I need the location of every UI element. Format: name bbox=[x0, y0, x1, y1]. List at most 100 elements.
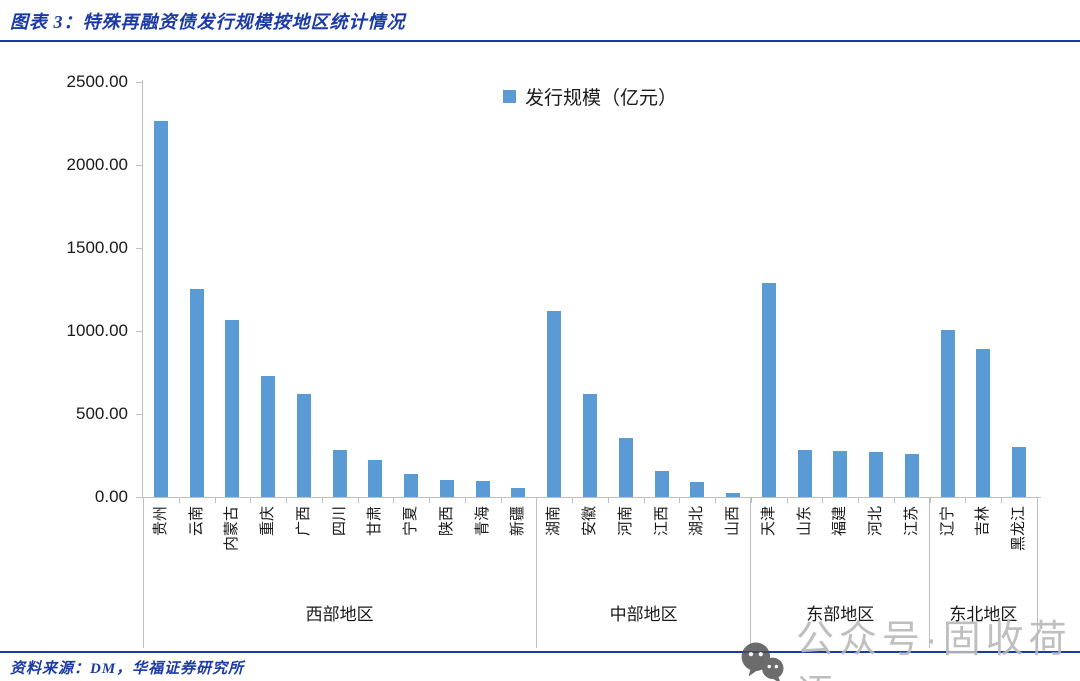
x-axis-tick bbox=[500, 498, 502, 503]
x-axis-label: 宁夏 bbox=[403, 506, 420, 537]
y-axis-tick bbox=[136, 413, 142, 415]
wechat-icon bbox=[741, 642, 784, 681]
x-axis-tick bbox=[464, 498, 466, 503]
x-axis-tick bbox=[786, 498, 788, 503]
chart-legend: 发行规模（亿元） bbox=[143, 83, 1037, 110]
x-axis-label: 安徽 bbox=[582, 506, 598, 537]
y-axis-label: 2500.00 bbox=[66, 72, 128, 91]
x-axis-label: 青海 bbox=[474, 506, 491, 537]
x-axis-label: 甘肃 bbox=[367, 506, 384, 537]
region-group-label: 西部地区 bbox=[305, 605, 374, 624]
region-group-label: 东北地区 bbox=[949, 605, 1018, 624]
bar-column bbox=[153, 121, 168, 497]
x-axis-label: 江西 bbox=[653, 506, 670, 537]
y-axis-tick bbox=[136, 164, 142, 166]
bar-column bbox=[761, 283, 776, 497]
bar-column bbox=[261, 376, 276, 497]
x-axis-tick bbox=[643, 498, 645, 503]
x-axis-label: 湖南 bbox=[546, 506, 563, 537]
bar-column bbox=[690, 481, 705, 497]
x-axis-label: 广西 bbox=[295, 506, 312, 537]
bar-column bbox=[511, 487, 526, 497]
x-axis-label: 河南 bbox=[617, 506, 634, 537]
bar-column bbox=[368, 460, 383, 497]
x-axis-tick bbox=[286, 498, 288, 503]
footer-divider bbox=[0, 651, 1080, 653]
group-separator bbox=[929, 497, 931, 648]
bar-column bbox=[869, 451, 884, 497]
bar-column bbox=[618, 438, 633, 497]
x-axis-tick bbox=[679, 498, 681, 503]
bar-column bbox=[1012, 446, 1027, 497]
x-axis-tick bbox=[536, 498, 538, 503]
bar-column bbox=[654, 471, 669, 497]
x-axis-label: 陕西 bbox=[438, 506, 455, 537]
x-axis-label: 黑龙江 bbox=[1011, 506, 1028, 552]
bar-column bbox=[583, 394, 597, 497]
bar-column bbox=[904, 453, 919, 497]
bar-column bbox=[404, 473, 419, 497]
x-axis-tick bbox=[321, 498, 323, 503]
title-divider bbox=[0, 40, 1080, 42]
y-axis-label: 2000.00 bbox=[66, 155, 128, 174]
x-axis-tick bbox=[822, 498, 824, 503]
bar-column bbox=[225, 319, 240, 497]
y-axis-line bbox=[142, 80, 143, 497]
x-axis-label: 云南 bbox=[188, 506, 205, 537]
bar-column bbox=[439, 480, 454, 497]
x-axis-tick bbox=[393, 498, 395, 503]
y-axis-tick bbox=[136, 330, 142, 332]
region-group-label: 东部地区 bbox=[806, 605, 875, 624]
x-axis-tick bbox=[607, 498, 609, 503]
x-axis-label: 吉林 bbox=[975, 506, 992, 537]
bar-column bbox=[726, 492, 741, 497]
x-axis-label: 江苏 bbox=[903, 506, 920, 537]
region-group-label: 中部地区 bbox=[609, 605, 678, 624]
x-axis-label: 山东 bbox=[796, 506, 813, 537]
group-separator bbox=[142, 497, 144, 648]
figure-title: 图表 3：特殊再融资债发行规模按地区统计情况 bbox=[10, 12, 406, 32]
group-separator bbox=[750, 497, 752, 648]
x-axis-tick bbox=[750, 498, 752, 503]
group-separator bbox=[535, 497, 537, 648]
x-axis-tick bbox=[250, 498, 252, 503]
y-axis-label: 1000.00 bbox=[66, 321, 128, 340]
bar-column bbox=[547, 310, 562, 497]
x-axis-line bbox=[137, 497, 1041, 498]
source-note: 资料来源：DM，华福证券研究所 bbox=[10, 661, 245, 677]
bar-column bbox=[296, 393, 311, 497]
y-axis-label: 1500.00 bbox=[66, 238, 128, 257]
y-axis-tick bbox=[136, 81, 142, 83]
group-separator bbox=[1036, 497, 1038, 648]
x-axis-label: 贵州 bbox=[152, 506, 169, 537]
x-axis-tick bbox=[715, 498, 717, 503]
y-axis-label: 500.00 bbox=[76, 404, 128, 423]
x-axis-label: 湖北 bbox=[689, 506, 706, 537]
x-axis-tick bbox=[572, 498, 574, 503]
bar-column bbox=[797, 450, 812, 497]
x-axis-label: 福建 bbox=[832, 506, 849, 537]
x-axis-label: 内蒙古 bbox=[224, 506, 241, 552]
x-axis-tick bbox=[429, 498, 431, 503]
x-axis-label: 山西 bbox=[725, 506, 742, 537]
x-axis-label: 辽宁 bbox=[939, 506, 956, 537]
x-axis-tick bbox=[858, 498, 860, 503]
bar-column bbox=[332, 450, 347, 497]
x-axis-tick bbox=[178, 498, 180, 503]
bar-column bbox=[189, 288, 204, 497]
x-axis-tick bbox=[1001, 498, 1003, 503]
x-axis-tick bbox=[893, 498, 895, 503]
legend-swatch-icon bbox=[502, 90, 516, 103]
x-axis-label: 河北 bbox=[868, 506, 885, 537]
y-axis-label: 0.00 bbox=[94, 487, 128, 506]
x-axis-label: 新疆 bbox=[510, 506, 527, 537]
legend-label: 发行规模（亿元） bbox=[524, 88, 677, 109]
x-axis-tick bbox=[214, 498, 216, 503]
bar-column bbox=[940, 330, 955, 497]
bar-column bbox=[833, 450, 848, 497]
x-axis-tick bbox=[143, 498, 144, 503]
x-axis-label: 天津 bbox=[760, 506, 777, 537]
x-axis-label: 四川 bbox=[331, 506, 348, 537]
x-axis-tick bbox=[1037, 498, 1038, 503]
